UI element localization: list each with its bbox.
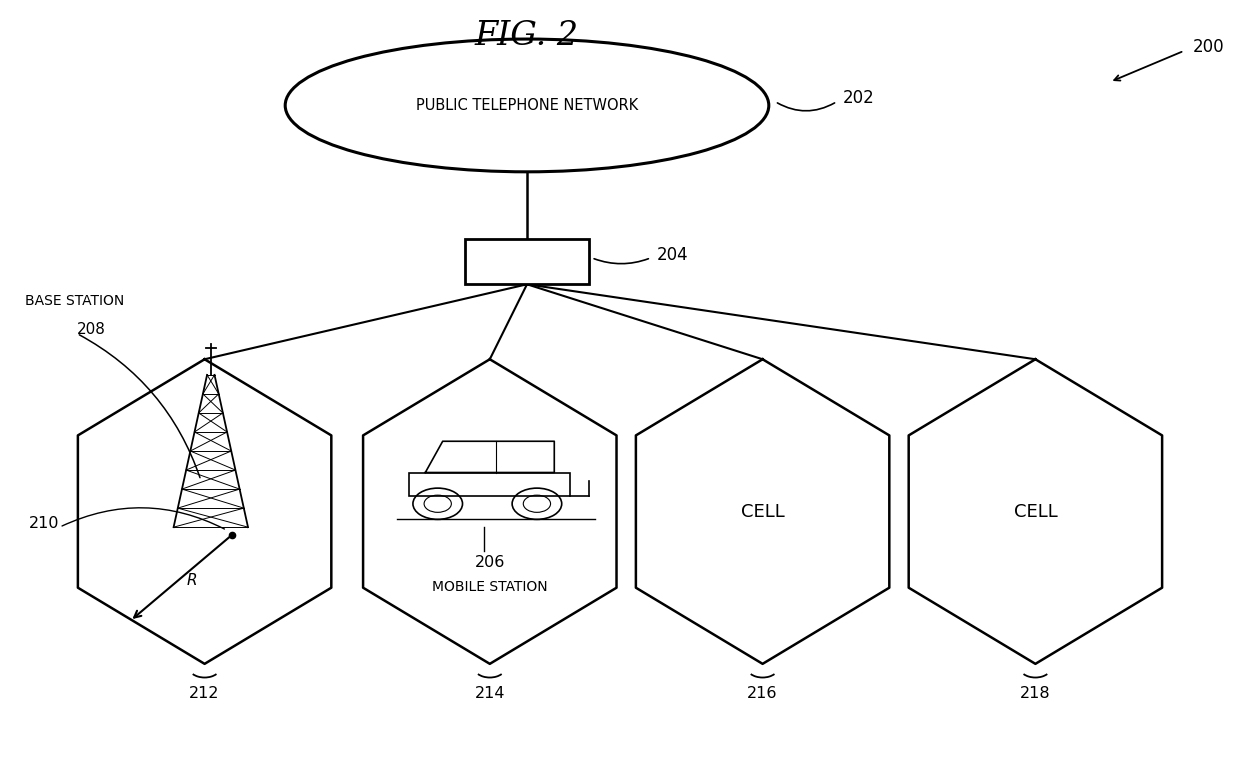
Text: 204: 204: [657, 246, 689, 265]
Text: CELL: CELL: [740, 502, 785, 521]
FancyArrowPatch shape: [79, 335, 200, 478]
Text: FIG. 2: FIG. 2: [475, 20, 579, 52]
Bar: [409, 473, 570, 496]
Text: 212: 212: [190, 686, 219, 701]
Text: 208: 208: [77, 322, 105, 337]
FancyArrowPatch shape: [777, 103, 835, 111]
Text: 214: 214: [475, 686, 505, 701]
FancyArrowPatch shape: [62, 508, 224, 529]
Text: 216: 216: [748, 686, 777, 701]
Text: 210: 210: [29, 515, 60, 531]
Text: BASE STATION: BASE STATION: [25, 294, 124, 308]
FancyBboxPatch shape: [465, 239, 589, 284]
Text: 200: 200: [1193, 37, 1225, 56]
Text: 206: 206: [475, 555, 505, 569]
Text: MSC: MSC: [508, 252, 546, 271]
Text: R: R: [187, 572, 197, 588]
Text: CELL: CELL: [1013, 502, 1058, 521]
Text: PUBLIC TELEPHONE NETWORK: PUBLIC TELEPHONE NETWORK: [415, 98, 639, 113]
Text: 202: 202: [843, 88, 875, 107]
Text: MOBILE STATION: MOBILE STATION: [432, 580, 548, 594]
FancyArrowPatch shape: [594, 259, 649, 264]
Text: 218: 218: [1021, 686, 1050, 701]
